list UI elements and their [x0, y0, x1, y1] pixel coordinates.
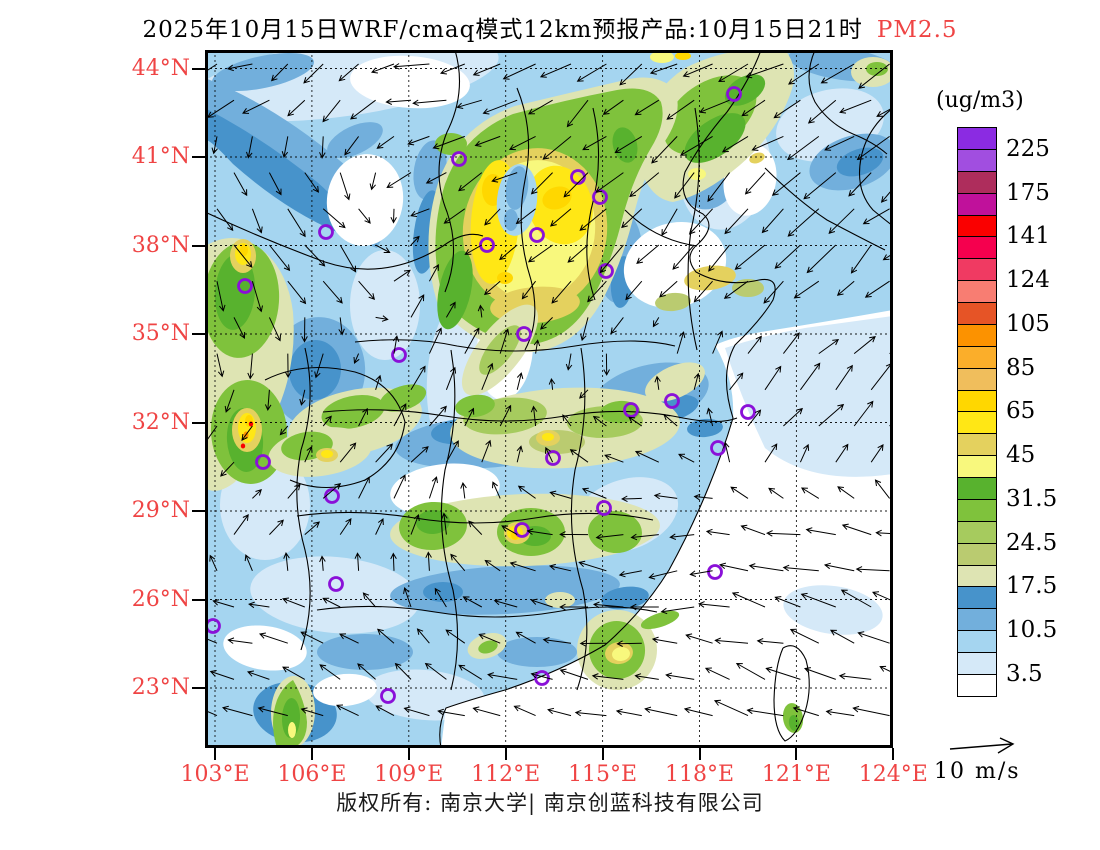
map-canvas	[188, 34, 926, 749]
legend-value-label: 65	[1006, 398, 1036, 425]
wind-scale-label: 10 m/s	[934, 759, 1021, 784]
lat-tick-label: 44°N	[131, 55, 190, 81]
lon-tick-label: 121°E	[761, 762, 831, 787]
lon-tick-label: 106°E	[277, 762, 347, 787]
lon-tick-mark	[214, 748, 216, 760]
lon-tick-mark	[892, 748, 895, 760]
lat-tick-mark	[192, 510, 206, 512]
lon-tick-label: 115°E	[568, 762, 638, 787]
legend-value-label: 141	[1006, 223, 1050, 250]
legend-color-box	[957, 192, 997, 216]
lat-tick-mark	[192, 156, 206, 158]
wind-scale-arrow-icon	[949, 737, 1015, 754]
forecast-map	[188, 34, 926, 749]
lon-tick-label: 103°E	[180, 762, 250, 787]
lat-tick-label: 41°N	[131, 144, 190, 169]
legend-color-box	[957, 236, 997, 260]
legend-color-box	[957, 127, 997, 150]
legend-value-label: 3.5	[1006, 661, 1043, 687]
legend-color-box	[957, 433, 997, 457]
legend-color-box	[957, 674, 997, 697]
legend-color-box	[957, 280, 997, 304]
legend-color-box	[957, 302, 997, 325]
title-text: 2025年10月15日WRF/cmaq模式12km预报产品:10月15日21时	[142, 17, 863, 43]
legend-value-label: 175	[1006, 179, 1050, 206]
lon-tick-label: 124°E	[858, 762, 928, 787]
lat-tick-mark	[192, 333, 206, 335]
legend-color-box	[957, 564, 997, 588]
map-border	[205, 50, 893, 748]
legend-value-label: 17.5	[1006, 573, 1058, 600]
lon-tick-mark	[698, 748, 701, 760]
lat-tick-mark	[192, 598, 206, 601]
legend-value-label: 225	[1006, 135, 1050, 162]
legend-color-box	[957, 258, 997, 282]
legend-color-box	[957, 520, 997, 544]
lat-tick-label: 29°N	[131, 498, 190, 523]
legend-color-box	[957, 477, 997, 500]
lat-tick-mark	[192, 687, 206, 689]
page-title: 2025年10月15日WRF/cmaq模式12km预报产品:10月15日21时 P…	[0, 10, 1100, 44]
lat-tick-label: 35°N	[131, 321, 190, 346]
lat-tick-mark	[192, 244, 206, 247]
legend-value-label: 45	[1006, 442, 1036, 469]
legend-value-label: 31.5	[1006, 485, 1058, 512]
lon-tick-mark	[795, 748, 798, 760]
lat-tick-label: 32°N	[131, 409, 190, 435]
lat-tick-label: 23°N	[131, 675, 190, 700]
legend-value-label: 10.5	[1006, 617, 1058, 644]
lon-tick-mark	[601, 748, 604, 760]
lat-tick-label: 26°N	[131, 586, 190, 612]
lon-tick-mark	[407, 748, 410, 760]
lon-tick-label: 112°E	[471, 762, 541, 787]
legend-color-box	[957, 170, 997, 194]
colorbar-legend: (ug/m3) 225 175 141 124 105 85 65 45 31.5 24.5 17.…	[928, 88, 1098, 748]
lon-tick-label: 118°E	[664, 762, 735, 787]
wind-scale-legend: 10 m/s	[934, 735, 1086, 795]
legend-color-box	[957, 148, 997, 172]
legend-color-box	[957, 498, 997, 522]
legend-color-box	[957, 455, 997, 479]
colorbar-unit-label: (ug/m3)	[936, 88, 1024, 113]
title-pollutant: PM2.5	[876, 17, 958, 43]
legend-color-box	[957, 323, 997, 347]
legend-color-box	[957, 608, 997, 632]
legend-color-box	[957, 389, 997, 413]
legend-color-box	[957, 586, 997, 610]
lon-tick-mark	[504, 748, 507, 760]
legend-color-box	[957, 214, 997, 238]
legend-color-box	[957, 630, 997, 654]
lon-tick-label: 109°E	[374, 762, 444, 787]
copyright-text: 版权所有: 南京大学| 南京创蓝科技有限公司	[336, 791, 764, 815]
legend-color-box	[957, 367, 997, 391]
wind-arrows	[188, 63, 926, 717]
legend-value-label: 24.5	[1006, 529, 1058, 556]
legend-value-label: 85	[1006, 354, 1036, 381]
legend-value-label: 124	[1006, 267, 1050, 294]
legend-color-box	[957, 542, 997, 566]
city-markers	[205, 86, 756, 704]
legend-value-label: 105	[1006, 310, 1050, 337]
legend-color-box	[957, 411, 997, 435]
lat-tick-label: 38°N	[131, 232, 190, 258]
pm25-contour-fills	[191, 34, 898, 748]
legend-color-box	[957, 345, 997, 369]
lat-tick-mark	[192, 421, 206, 424]
lon-tick-mark	[310, 748, 313, 760]
lat-tick-mark	[192, 67, 206, 70]
legend-color-box	[957, 652, 997, 675]
